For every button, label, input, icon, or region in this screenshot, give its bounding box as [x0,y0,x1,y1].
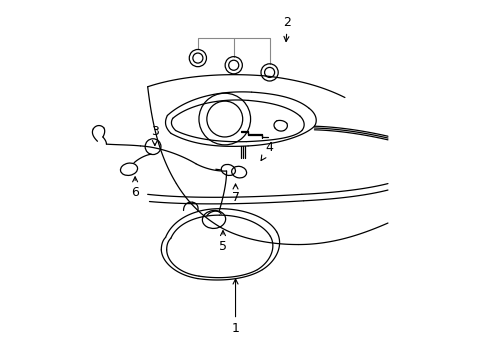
Text: 6: 6 [131,177,139,199]
Text: 2: 2 [283,16,291,41]
Text: 4: 4 [261,141,273,161]
Text: 5: 5 [219,231,226,253]
Text: 1: 1 [231,279,239,335]
Text: 7: 7 [231,184,239,204]
Text: 3: 3 [151,125,159,145]
